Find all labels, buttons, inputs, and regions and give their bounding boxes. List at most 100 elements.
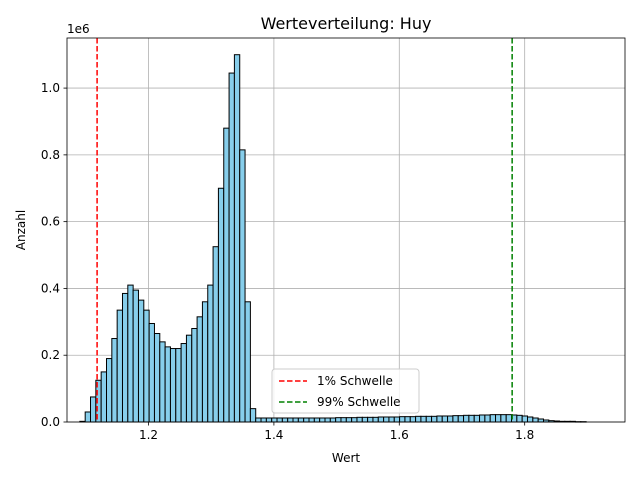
histogram-bar bbox=[351, 417, 358, 423]
x-axis-label: Wert bbox=[332, 451, 360, 465]
histogram-bar bbox=[388, 416, 395, 423]
y-axis-scale-label: 1e6 bbox=[67, 22, 90, 36]
histogram-bar bbox=[473, 414, 481, 423]
histogram-bar bbox=[281, 417, 289, 423]
x-tick-label: 1.8 bbox=[515, 428, 534, 442]
histogram-bar bbox=[164, 346, 171, 423]
histogram-bar bbox=[484, 414, 491, 423]
histogram-bar bbox=[228, 72, 235, 423]
histogram-bar bbox=[111, 338, 118, 423]
histogram-bar bbox=[452, 415, 459, 423]
histogram-bar bbox=[303, 417, 310, 423]
histogram-bar bbox=[431, 415, 438, 423]
x-tick-label: 1.4 bbox=[264, 428, 283, 442]
histogram-bar bbox=[527, 416, 534, 423]
histogram-bar bbox=[207, 284, 214, 423]
histogram-bar bbox=[436, 415, 443, 423]
histogram-bar bbox=[233, 54, 241, 423]
histogram-bar bbox=[345, 417, 353, 423]
histogram-bar bbox=[463, 414, 470, 423]
x-tick-label: 1.6 bbox=[390, 428, 409, 442]
histogram-bar bbox=[404, 416, 411, 423]
y-tick-label: 0.8 bbox=[41, 148, 60, 162]
histogram-bar bbox=[180, 343, 187, 423]
histogram-bar bbox=[415, 415, 422, 423]
chart-title: Werteverteilung: Huy bbox=[261, 14, 432, 33]
legend-label-99-percent: 99% Schwelle bbox=[317, 395, 401, 409]
histogram-bar bbox=[532, 417, 539, 423]
y-tick-label: 0.6 bbox=[41, 215, 60, 229]
histogram-bar bbox=[495, 414, 502, 423]
histogram-bar bbox=[329, 417, 337, 423]
x-tick-label: 1.2 bbox=[139, 428, 158, 442]
histogram-bar bbox=[340, 417, 347, 423]
histogram-bar bbox=[191, 328, 198, 423]
legend-label-1-percent: 1% Schwelle bbox=[317, 374, 393, 388]
histogram-bar bbox=[457, 415, 465, 423]
histogram-bar bbox=[239, 149, 246, 423]
histogram-bar bbox=[377, 416, 385, 423]
histogram-bar bbox=[137, 299, 145, 423]
histogram-bar bbox=[271, 417, 278, 423]
histogram-bar bbox=[249, 408, 257, 423]
legend: 1% Schwelle 99% Schwelle bbox=[271, 368, 420, 414]
histogram-bar bbox=[383, 416, 390, 423]
histogram-bar bbox=[265, 417, 273, 423]
histogram-bar bbox=[505, 414, 513, 423]
histogram-bar bbox=[276, 417, 283, 423]
histogram-bar bbox=[260, 417, 267, 423]
histogram-bar bbox=[489, 414, 497, 423]
plot-area-frame bbox=[66, 37, 626, 423]
histogram-bar bbox=[196, 316, 203, 423]
histogram-bar bbox=[516, 414, 523, 423]
histogram-bar bbox=[292, 417, 299, 423]
histogram-bar bbox=[100, 371, 107, 423]
histogram-bar bbox=[287, 417, 294, 423]
histogram-bar bbox=[537, 418, 544, 423]
histogram-bar bbox=[356, 416, 363, 423]
histogram-bar bbox=[479, 414, 486, 423]
histogram-bar bbox=[420, 415, 427, 423]
histogram-bar bbox=[175, 348, 182, 423]
histogram-bar bbox=[372, 416, 379, 423]
histogram-bar bbox=[500, 414, 507, 423]
histogram-bar bbox=[159, 341, 166, 423]
y-tick-label: 1.0 bbox=[41, 81, 60, 95]
histogram-bar bbox=[399, 416, 406, 423]
histogram-bars bbox=[79, 54, 587, 423]
histogram-bar bbox=[244, 301, 251, 423]
histogram-bar bbox=[143, 309, 150, 423]
histogram-bar bbox=[393, 416, 401, 423]
histogram-bar bbox=[308, 417, 315, 423]
histogram-bar bbox=[127, 284, 134, 423]
histogram-bar bbox=[169, 348, 177, 423]
histogram-bar bbox=[367, 416, 374, 423]
histogram-bar bbox=[201, 301, 209, 423]
x-axis-ticks: 1.2 1.4 1.6 1.8 bbox=[139, 422, 534, 442]
histogram-bar bbox=[90, 396, 97, 423]
histogram-bar bbox=[121, 292, 129, 423]
threshold-lines bbox=[96, 38, 513, 422]
histogram-bar bbox=[441, 415, 449, 423]
histogram-bar bbox=[521, 415, 529, 423]
legend-box bbox=[271, 368, 420, 414]
histogram-bar bbox=[324, 417, 331, 423]
y-tick-label: 0.2 bbox=[41, 348, 60, 362]
y-axis-label: Anzahl bbox=[14, 210, 28, 250]
histogram-bar bbox=[361, 416, 369, 423]
y-axis-ticks: 0.0 0.2 0.4 0.6 0.8 1.0 bbox=[41, 81, 67, 429]
y-tick-label: 0.0 bbox=[41, 415, 60, 429]
histogram-bar bbox=[212, 246, 219, 423]
histogram-bar bbox=[223, 127, 230, 423]
histogram-bar bbox=[132, 289, 139, 423]
histogram-bar bbox=[319, 417, 326, 423]
histogram-bar bbox=[409, 416, 417, 423]
histogram-bar bbox=[313, 417, 321, 423]
histogram-bar bbox=[255, 417, 262, 423]
histogram-bar bbox=[148, 322, 155, 423]
histogram-bar bbox=[105, 358, 113, 423]
histogram-bar bbox=[84, 411, 92, 423]
histogram-bar bbox=[447, 415, 454, 423]
y-tick-label: 0.4 bbox=[41, 281, 60, 295]
